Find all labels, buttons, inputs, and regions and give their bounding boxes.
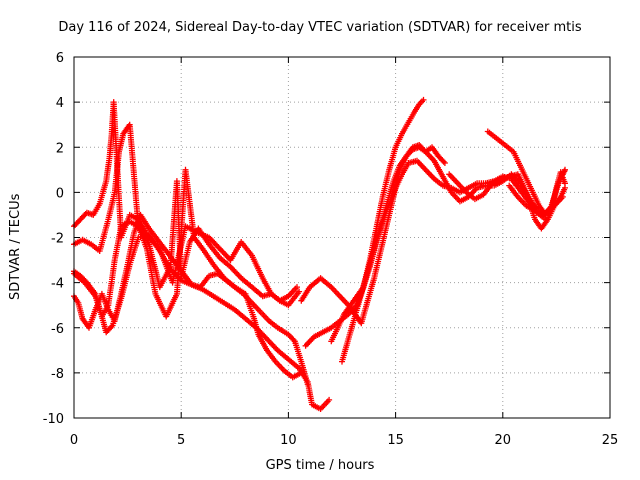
x-axis-label: GPS time / hours bbox=[265, 458, 375, 473]
y-tick-label: -10 bbox=[43, 412, 64, 427]
x-tick-label: 15 bbox=[387, 433, 404, 448]
chart-title: Day 116 of 2024, Sidereal Day-to-day VTE… bbox=[58, 20, 582, 35]
grid bbox=[74, 57, 610, 418]
data-point bbox=[441, 160, 448, 166]
y-tick-label: -2 bbox=[51, 232, 64, 247]
x-tick-label: 20 bbox=[495, 433, 512, 448]
data-point bbox=[562, 180, 568, 187]
data-point bbox=[326, 396, 333, 403]
data-point bbox=[108, 323, 115, 330]
x-tick-label: 10 bbox=[280, 433, 297, 448]
series-track-5 bbox=[71, 232, 333, 412]
y-tick-label: -4 bbox=[51, 277, 64, 292]
x-tick-label: 25 bbox=[602, 433, 619, 448]
y-tick-label: -6 bbox=[51, 322, 64, 337]
x-tick-label: 0 bbox=[70, 433, 78, 448]
x-axis-ticks: 0 5 10 15 20 25 bbox=[70, 57, 618, 448]
data-point bbox=[296, 288, 303, 295]
data-point bbox=[440, 158, 447, 165]
data-point bbox=[562, 166, 568, 173]
y-axis-ticks: -10 -8 -6 -4 -2 0 2 4 6 bbox=[43, 51, 610, 427]
y-axis-label-wrap: SDTVAR / TECUs bbox=[8, 194, 23, 301]
data-point bbox=[294, 284, 300, 291]
series-track-10 bbox=[446, 171, 568, 232]
y-tick-label: 4 bbox=[56, 96, 64, 111]
y-axis-label: SDTVAR / TECUs bbox=[8, 193, 23, 300]
y-tick-label: 6 bbox=[56, 51, 64, 66]
series-track-12 bbox=[506, 169, 568, 218]
y-tick-label: 2 bbox=[56, 141, 64, 156]
data-markers bbox=[71, 96, 568, 412]
data-point bbox=[420, 96, 427, 103]
y-tick-label: 0 bbox=[56, 186, 64, 201]
y-tick-label: -8 bbox=[51, 367, 64, 382]
x-tick-label: 5 bbox=[177, 433, 185, 448]
